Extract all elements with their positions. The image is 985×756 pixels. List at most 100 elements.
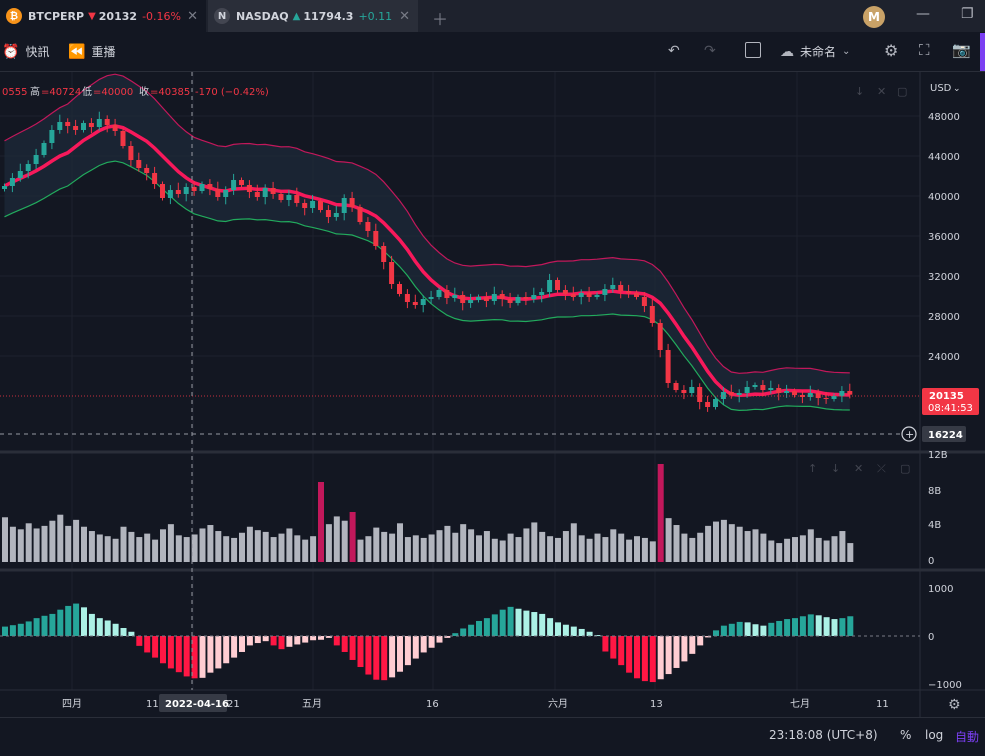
camera-icon[interactable]: 📷 xyxy=(952,41,971,59)
oscillator-bar xyxy=(760,625,767,636)
candle-body xyxy=(768,388,774,390)
oscillator-bar xyxy=(799,616,806,636)
close-pane-icon[interactable]: ✕ xyxy=(877,85,886,98)
volume-bar xyxy=(673,525,680,562)
oscillator-bar xyxy=(815,615,822,636)
gear-icon[interactable]: ⚙ xyxy=(884,41,899,60)
volume-bar xyxy=(523,528,530,562)
volume-bar xyxy=(428,534,435,562)
oscillator-bar xyxy=(784,619,791,636)
oscillator-bar xyxy=(515,608,522,636)
candle-body xyxy=(381,246,387,262)
tab-symbol: BTCPERP xyxy=(28,9,85,23)
last-price-badge xyxy=(922,388,979,415)
oscillator-bar xyxy=(681,636,688,662)
candle-body xyxy=(436,290,442,297)
flash-button[interactable]: ⏰ 快訊 xyxy=(2,43,49,60)
tab-btcperp[interactable]: ₿ BTCPERP ▼ 20132 -0.16% ✕ xyxy=(0,0,206,32)
candle-body xyxy=(278,194,284,200)
volume-bar xyxy=(167,524,174,562)
currency-label[interactable]: USD xyxy=(930,83,952,94)
time-tick: 13 xyxy=(650,699,663,710)
oscillator-bar xyxy=(428,636,435,648)
arrow-down-icon[interactable]: ↓ xyxy=(855,85,864,98)
log-toggle[interactable]: log xyxy=(925,728,944,742)
volume-bar xyxy=(183,537,190,562)
close-tab-icon[interactable]: ✕ xyxy=(187,8,198,24)
close-tab-icon[interactable]: ✕ xyxy=(399,8,410,24)
candle-body xyxy=(649,306,655,323)
candles xyxy=(2,111,853,412)
minimize-icon[interactable]: — xyxy=(916,6,930,22)
avatar[interactable]: M xyxy=(863,6,885,28)
gear-icon[interactable]: ⚙ xyxy=(948,697,961,713)
layout-name-button[interactable]: ☁ 未命名 ⌄ xyxy=(780,43,850,60)
volume-bar xyxy=(657,464,664,562)
volume-bar xyxy=(847,543,854,562)
close-pane-icon[interactable]: ✕ xyxy=(854,462,863,475)
candle-body xyxy=(420,299,426,305)
oscillator-axis[interactable]: 1000 0 −1000 xyxy=(928,584,962,691)
oscillator-bar xyxy=(2,626,8,636)
candle-body xyxy=(262,188,268,197)
candle-body xyxy=(160,184,165,198)
price-tick: 36000 xyxy=(928,232,960,243)
oscillator-bar xyxy=(618,636,625,666)
clock[interactable]: 23:18:08 (UTC+8) xyxy=(769,728,878,742)
undo-icon[interactable]: ↶ xyxy=(668,43,680,59)
percent-toggle[interactable]: % xyxy=(900,728,912,742)
candle-body xyxy=(792,391,797,395)
expand-icon[interactable]: ⛶ xyxy=(919,41,930,59)
volume-bar xyxy=(483,531,490,562)
volume-bar xyxy=(736,526,743,562)
volume-bar xyxy=(823,540,830,562)
oscillator-bar xyxy=(594,635,601,637)
oscillator-bar xyxy=(294,636,301,645)
time-tick: 11 xyxy=(876,699,889,710)
candle-body xyxy=(207,184,213,189)
fullscreen-layout-icon[interactable] xyxy=(745,42,761,58)
oscillator-bar xyxy=(626,636,633,673)
volume-bar xyxy=(634,536,640,562)
candle-body xyxy=(9,178,15,186)
tab-price: 20132 xyxy=(98,9,138,23)
add-plus-icon[interactable] xyxy=(901,426,917,442)
oscillator-bar xyxy=(33,618,40,636)
band-fill xyxy=(4,74,850,411)
oscillator-bar xyxy=(404,636,411,666)
price-axis[interactable]: 48000 44000 40000 36000 32000 28000 2400… xyxy=(928,112,960,363)
oscillator-bar xyxy=(120,628,127,636)
restore-window-icon[interactable]: ❐ xyxy=(961,6,974,22)
auto-toggle[interactable]: 自動 xyxy=(955,730,980,744)
oscillator-bar xyxy=(562,624,569,636)
oscillator-bar xyxy=(357,636,364,668)
replay-button[interactable]: ⏪ 重播 xyxy=(68,43,115,60)
time-axis[interactable]: 四月 11 21 五月 16 六月 13 七月 11 xyxy=(62,698,889,710)
volume-bar xyxy=(73,519,80,562)
price-tick: 28000 xyxy=(928,312,960,323)
tab-nasdaq[interactable]: N NASDAQ ▲ 11794.3 +0.11 ✕ xyxy=(208,0,418,32)
candle-body xyxy=(318,201,323,210)
maximize-pane-icon[interactable]: ▢ xyxy=(900,462,910,475)
chart-area[interactable]: 0555 高 =40724 低 =40000 收 =40385 -170 (−0… xyxy=(0,72,985,717)
new-tab-icon[interactable]: ＋ xyxy=(432,10,449,29)
chart-toolbar: ⏰ 快訊 ⏪ 重播 ↶ ↷ ☁ 未命名 ⌄ ⚙ ⛶ 📷 xyxy=(0,33,985,72)
volume-axis[interactable]: 12B 8B 4B 0 xyxy=(928,450,948,567)
oscillator-bar xyxy=(602,636,609,652)
oscillator-bar xyxy=(41,615,48,636)
volume-bar xyxy=(254,530,261,562)
currency-chevron-icon[interactable]: ⌄ xyxy=(953,84,961,94)
oscillator-bar xyxy=(420,636,427,653)
crosshair-price: 16224 xyxy=(928,430,963,441)
volume-bar xyxy=(665,518,672,562)
candle-body xyxy=(333,213,339,217)
collapse-pane-icon[interactable]: ⤫ xyxy=(877,462,886,475)
redo-icon[interactable]: ↷ xyxy=(704,43,716,59)
maximize-pane-icon[interactable]: ▢ xyxy=(897,85,907,98)
candle-body xyxy=(175,190,181,194)
volume-bar xyxy=(618,533,625,562)
move-down-icon[interactable]: ↓ xyxy=(831,462,840,475)
volume-bar xyxy=(175,535,182,562)
move-up-icon[interactable]: ↑ xyxy=(808,462,817,475)
volume-bar xyxy=(412,535,419,562)
